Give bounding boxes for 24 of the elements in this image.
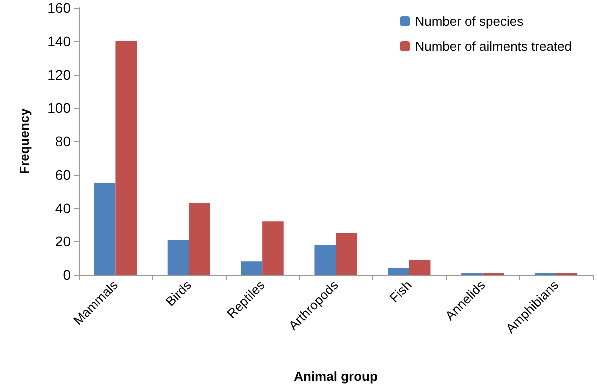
bar [336,233,358,275]
y-tick-label: 40 [55,200,72,216]
bar [409,260,431,275]
bar [241,262,263,275]
y-tick-label: 80 [55,134,72,150]
y-tick-label: 120 [48,66,72,83]
bar [314,244,336,275]
bar [262,222,284,275]
y-tick-label: 160 [48,0,72,16]
legend-label: Number of species [415,14,524,29]
bar [116,41,138,275]
x-tick-label: Fish [386,278,415,306]
bar [168,240,190,275]
y-tick-label: 60 [55,166,72,183]
y-tick-label: 100 [48,100,72,116]
x-axis-title: Animal group [294,369,378,384]
y-tick-label: 140 [48,33,72,50]
y-tick-label: 0 [63,267,72,283]
y-tick-label: 20 [55,234,72,250]
bar [388,268,410,275]
y-axis-title: Frequency [17,108,32,174]
bar [94,183,116,275]
bar [189,203,210,275]
legend-label: Number of ailments treated [415,39,572,54]
